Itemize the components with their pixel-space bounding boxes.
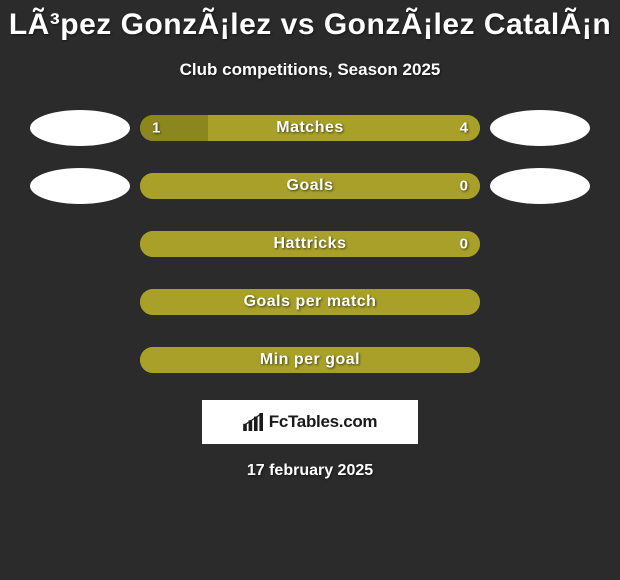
stat-bar-left-segment [140,115,208,141]
stat-row: Goals per match [0,284,620,320]
stat-bar: Goals per match [140,289,480,315]
stat-value-right: 0 [460,236,468,253]
subtitle: Club competitions, Season 2025 [0,60,620,80]
stat-value-left: 1 [152,120,160,137]
player-avatar-left [30,110,130,146]
date-label: 17 february 2025 [0,462,620,480]
brand-badge: FcTables.com [202,400,418,444]
page-title: LÃ³pez GonzÃ¡lez vs GonzÃ¡lez CatalÃ¡n [0,8,620,42]
brand-text: FcTables.com [269,412,378,432]
stat-row: Hattricks 0 [0,226,620,262]
bar-chart-icon [243,413,265,431]
player-avatar-right [490,168,590,204]
stat-bar: Hattricks 0 [140,231,480,257]
stat-label: Goals per match [244,293,377,311]
comparison-card: LÃ³pez GonzÃ¡lez vs GonzÃ¡lez CatalÃ¡n C… [0,0,620,480]
player-avatar-right [490,110,590,146]
stat-label: Goals [287,177,334,195]
stat-row: Min per goal [0,342,620,378]
stat-bar: Goals 0 [140,173,480,199]
stat-bar-right-segment [208,115,480,141]
player-avatar-left [30,168,130,204]
stat-label: Matches [276,119,344,137]
stat-row: Goals 0 [0,168,620,204]
stat-row: 1 Matches 4 [0,110,620,146]
stat-value-right: 0 [460,178,468,195]
stat-bar: 1 Matches 4 [140,115,480,141]
stats-rows: 1 Matches 4 Goals 0 Hattricks 0 Goals per match… [0,110,620,378]
stat-bar: Min per goal [140,347,480,373]
stat-value-right: 4 [460,120,468,137]
stat-label: Min per goal [260,351,360,369]
stat-label: Hattricks [274,235,347,253]
